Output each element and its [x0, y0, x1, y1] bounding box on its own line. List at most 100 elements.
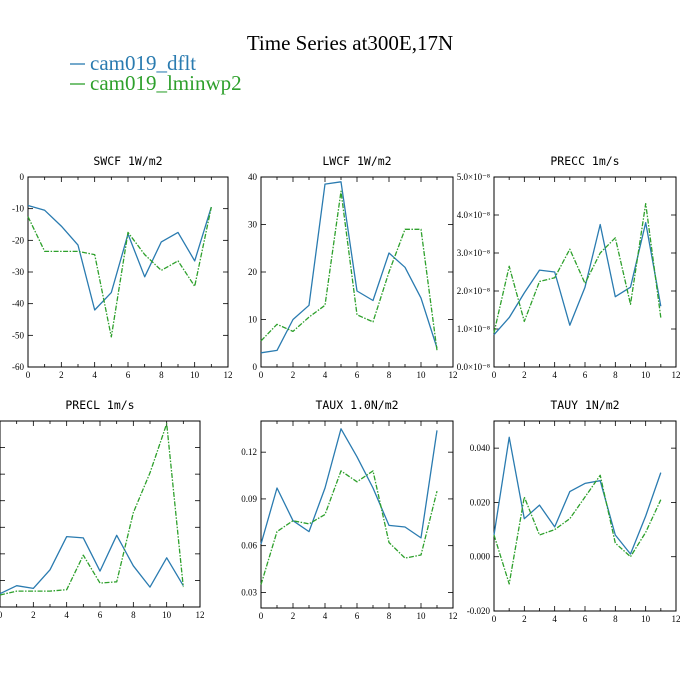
panel-6: TAUY 1N/m2 0 2 4 6 8 10 12 -0.020 0.000 0.020 0.040	[467, 398, 681, 624]
x-axis: 0 2 4 6 8 10 12	[492, 421, 681, 624]
x-tick-label: 4	[323, 370, 328, 380]
y-tick-label: 0.06	[241, 541, 257, 551]
series-line-dflt	[260, 181, 438, 354]
panel-5: TAUX 1.0N/m2 0 2 4 6 8 10 12 0.03 0.06 0.09 0.12	[241, 398, 457, 621]
x-axis: 0 2 4 6 8 10 12	[26, 177, 233, 380]
x-tick-label: 0	[492, 370, 497, 380]
plot-frame	[0, 420, 201, 608]
panel-4: PRECL 1m/s 0 2 4 6 8 10 12 0×10⁻⁹1×10⁻⁹2×10⁻⁹3×1…	[0, 398, 205, 620]
y-tick-label: 0.12	[241, 447, 257, 457]
x-tick-label: 12	[672, 614, 681, 624]
y-tick-label: 0	[20, 172, 25, 182]
y-axis: -60 -50 -40 -30 -20 -10 0	[12, 172, 228, 372]
y-tick-label: 3.0×10⁻⁸	[457, 248, 490, 258]
figure-title: Time Series at300E,17N	[247, 31, 453, 55]
x-tick-label: 0	[26, 370, 31, 380]
x-tick-label: 4	[64, 610, 69, 620]
y-tick-label: 20	[248, 267, 258, 277]
plot-frame	[493, 176, 677, 368]
y-tick-label: 0.040	[470, 443, 491, 453]
y-tick-label: 0.000	[470, 552, 491, 562]
x-tick-label: 2	[59, 370, 64, 380]
panel-3: PRECC 1m/s 0 2 4 6 8 10 12 0.0×10⁻⁸ 1.0×10⁻⁸ 2.0×1…	[457, 154, 681, 380]
y-tick-label: 10	[248, 315, 258, 325]
x-tick-label: 6	[98, 610, 103, 620]
x-tick-label: 2	[31, 610, 36, 620]
x-tick-label: 4	[323, 611, 328, 621]
y-tick-label: 4.0×10⁻⁸	[457, 210, 490, 220]
y-tick-label: 5.0×10⁻⁸	[457, 172, 490, 182]
series-line-lminwp2	[260, 190, 438, 351]
x-tick-label: 4	[552, 614, 557, 624]
y-tick-label: 0.0×10⁻⁸	[457, 362, 490, 372]
x-tick-label: 0	[492, 614, 497, 624]
y-tick-label: -10	[12, 204, 24, 214]
y-tick-label: -30	[12, 267, 24, 277]
panel-title: TAUY 1N/m2	[550, 398, 619, 412]
series-line-lminwp2	[493, 202, 662, 333]
panel-1: SWCF 1W/m2 0 2 4 6 8 10 12 -60 -50 -40 -30 -20 -10 0	[12, 154, 233, 380]
x-tick-label: 8	[613, 370, 618, 380]
series-line-lminwp2	[0, 423, 184, 596]
legend-label-dflt: cam019_dflt	[90, 51, 196, 75]
y-tick-label: -20	[12, 235, 24, 245]
y-axis: 0×10⁻⁹1×10⁻⁹2×10⁻⁹3×10⁻⁹4×10⁻⁹5×10⁻⁹6×10…	[0, 420, 200, 608]
panel-title: PRECL 1m/s	[65, 398, 134, 412]
panel-2: LWCF 1W/m2 0 2 4 6 8 10 12 0 10 20 30 40	[248, 154, 458, 380]
legend-label-lminwp2: cam019_lminwp2	[90, 71, 242, 95]
x-tick-label: 6	[583, 370, 588, 380]
y-axis: 0 10 20 30 40	[248, 172, 453, 372]
x-tick-label: 4	[92, 370, 97, 380]
plot-frame	[260, 176, 454, 368]
panel-title: TAUX 1.0N/m2	[315, 398, 398, 412]
y-tick-label: 0.03	[241, 587, 257, 597]
x-tick-label: 2	[522, 370, 527, 380]
panel-title: LWCF 1W/m2	[322, 154, 391, 168]
x-tick-label: 12	[672, 370, 681, 380]
x-tick-label: 2	[291, 611, 296, 621]
y-tick-label: -40	[12, 299, 24, 309]
legend-entry-dflt: cam019_dflt	[70, 51, 196, 75]
x-tick-label: 0	[259, 370, 264, 380]
legend: cam019_dflt cam019_lminwp2	[70, 51, 242, 95]
x-axis: 0 2 4 6 8 10 12	[259, 421, 458, 621]
series-line-lminwp2	[27, 206, 212, 338]
y-axis: -0.020 0.000 0.020 0.040	[467, 443, 676, 616]
x-tick-label: 10	[417, 611, 427, 621]
x-tick-label: 6	[355, 611, 360, 621]
x-tick-label: 0	[259, 611, 264, 621]
x-tick-label: 6	[126, 370, 131, 380]
series-line-dflt	[493, 436, 662, 555]
y-tick-label: 30	[248, 220, 258, 230]
panel-title: SWCF 1W/m2	[93, 154, 162, 168]
x-tick-label: 10	[641, 370, 651, 380]
plot-frame	[493, 420, 677, 612]
x-tick-label: 8	[613, 614, 618, 624]
series-line-dflt	[260, 428, 438, 545]
x-tick-label: 10	[162, 610, 172, 620]
x-axis: 0 2 4 6 8 10 12	[492, 177, 681, 380]
series-line-lminwp2	[493, 474, 662, 585]
y-tick-label: 0.020	[470, 497, 491, 507]
y-tick-label: 0.09	[241, 494, 257, 504]
x-axis: 0 2 4 6 8 10 12	[259, 177, 458, 380]
x-tick-label: 0	[0, 610, 3, 620]
y-tick-label: 40	[248, 172, 258, 182]
x-tick-label: 12	[196, 610, 205, 620]
y-tick-label: 2.0×10⁻⁸	[457, 286, 490, 296]
panels: SWCF 1W/m2 0 2 4 6 8 10 12 -60 -50 -40 -30 -20 -10 0 LW…	[0, 154, 681, 624]
series-line-dflt	[27, 204, 212, 311]
x-tick-label: 10	[417, 370, 427, 380]
x-tick-label: 8	[387, 370, 392, 380]
x-tick-label: 2	[522, 614, 527, 624]
x-tick-label: 6	[583, 614, 588, 624]
y-tick-label: -60	[12, 362, 24, 372]
x-tick-label: 8	[387, 611, 392, 621]
x-tick-label: 12	[449, 370, 458, 380]
x-tick-label: 12	[224, 370, 233, 380]
panel-title: PRECC 1m/s	[550, 154, 619, 168]
x-tick-label: 10	[641, 614, 651, 624]
x-tick-label: 8	[131, 610, 136, 620]
x-tick-label: 10	[190, 370, 200, 380]
x-tick-label: 6	[355, 370, 360, 380]
